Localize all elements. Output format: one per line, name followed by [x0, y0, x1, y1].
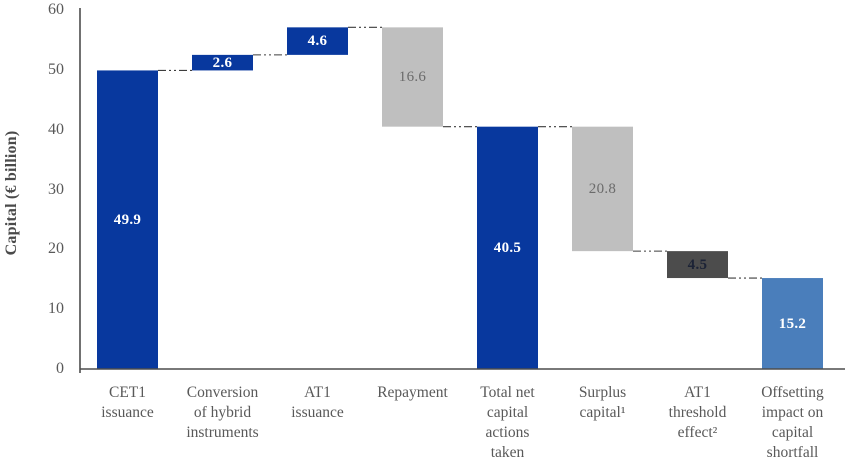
category-label: AT1 threshold effect² — [645, 383, 751, 443]
bar-value-label: 40.5 — [493, 239, 522, 256]
category-label-line: Repayment — [377, 384, 448, 401]
category-label: Surplus capital¹ — [550, 383, 656, 423]
bar-value-label: 20.8 — [588, 180, 617, 197]
category-label-line: capital — [771, 424, 814, 441]
category-label-line: instruments — [186, 424, 259, 441]
category-label-line: actions — [485, 424, 530, 441]
y-tick-label: 0 — [56, 360, 64, 377]
y-tick-label: 60 — [48, 1, 64, 18]
bar-8 — [762, 278, 823, 369]
category-label: Offsetting impact on capital shortfall — [740, 383, 846, 463]
bar-3 — [287, 27, 348, 55]
bar-value-label: 16.6 — [398, 69, 427, 85]
category-label-line: Total net — [480, 384, 535, 401]
category-label-line: issuance — [291, 404, 344, 421]
y-tick-label: 50 — [48, 60, 64, 78]
y-tick-label: 40 — [48, 120, 64, 138]
bar-value-label: 4.6 — [307, 33, 328, 50]
category-label-line: taken — [490, 444, 525, 461]
bar-6 — [572, 126, 633, 252]
bar-1 — [97, 70, 158, 369]
bar-5 — [477, 126, 538, 369]
category-label-line: CET1 — [108, 384, 147, 401]
y-tick-label: 20 — [48, 240, 64, 258]
category-label-line: effect² — [677, 424, 718, 441]
category-label-line: of hybrid — [193, 404, 252, 421]
bar-7 — [667, 251, 728, 279]
category-label: CET1 issuance — [75, 383, 181, 423]
bar-value-label: 49.9 — [113, 211, 142, 228]
category-label-line: issuance — [101, 404, 154, 421]
bar-4 — [382, 27, 443, 127]
category-label: AT1 issuance — [265, 383, 371, 423]
y-tick-label: 10 — [48, 300, 64, 318]
category-label-line: Offsetting — [761, 384, 824, 401]
bar-value-label: 15.2 — [778, 315, 807, 332]
category-label: Total net capital actions taken — [455, 383, 561, 463]
category-label-line: Conversion — [186, 384, 259, 401]
category-label: Repayment — [360, 383, 466, 403]
category-label-line: capital¹ — [579, 404, 626, 421]
bar-value-label: 4.5 — [687, 256, 708, 273]
y-tick-label: 30 — [48, 180, 64, 198]
category-label: Conversion of hybrid instruments — [170, 383, 276, 443]
bar-value-label: 2.6 — [212, 54, 233, 71]
category-label-line: Surplus — [578, 384, 627, 401]
category-label-line: capital — [486, 404, 529, 421]
category-label-line: AT1 — [304, 384, 331, 401]
category-label-line: shortfall — [766, 444, 819, 461]
category-label-line: impact on — [761, 404, 824, 421]
category-label-line: AT1 — [684, 384, 711, 401]
bar-2 — [192, 54, 253, 71]
category-label-line: threshold — [668, 404, 727, 421]
